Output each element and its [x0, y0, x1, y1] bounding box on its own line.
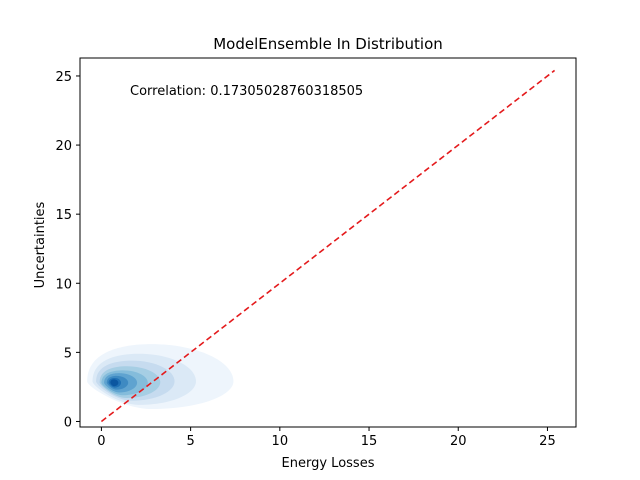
plot-frame — [79, 57, 577, 428]
correlation-annotation: Correlation: 0.17305028760318505 — [130, 84, 363, 99]
x-axis-ticks: 0 5 10 15 20 25 — [97, 427, 556, 449]
y-tick-label: 0 — [64, 415, 72, 430]
x-tick-label: 5 — [186, 434, 194, 449]
y-axis-ticks: 0 5 10 15 20 25 — [55, 70, 80, 430]
reference-line — [100, 69, 556, 423]
y-tick-label: 15 — [55, 208, 72, 223]
y-tick-label: 10 — [55, 277, 72, 292]
x-tick-label: 15 — [361, 434, 378, 449]
x-tick-label: 20 — [450, 434, 467, 449]
y-tick-label: 25 — [55, 70, 72, 85]
chart-title: ModelEnsemble In Distribution — [213, 35, 443, 53]
x-tick-label: 25 — [539, 434, 556, 449]
density-level-9 — [110, 379, 119, 387]
x-tick-label: 10 — [272, 434, 289, 449]
y-axis-label: Uncertainties — [33, 201, 48, 288]
y-tick-label: 20 — [55, 139, 72, 154]
x-tick-label: 0 — [97, 434, 105, 449]
y-tick-label: 5 — [64, 346, 72, 361]
density-layer — [87, 344, 234, 410]
x-axis-label: Energy Losses — [282, 456, 375, 471]
